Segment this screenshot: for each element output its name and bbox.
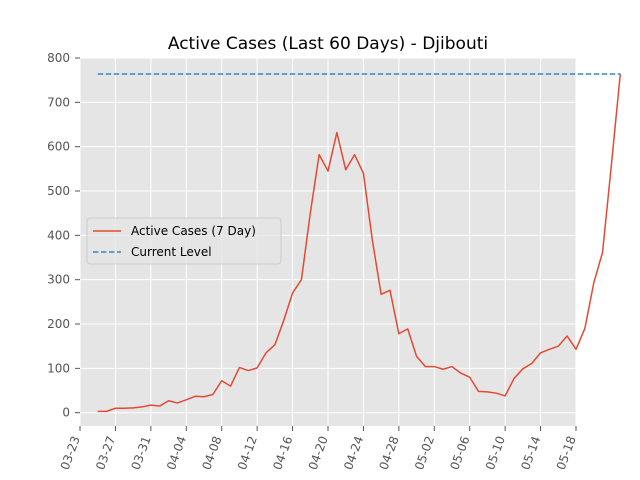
x-tick-label: 04-20	[306, 434, 331, 472]
y-tick-label: 500	[47, 184, 70, 198]
x-tick-label: 03-31	[129, 434, 154, 472]
x-tick-label: 03-23	[58, 434, 83, 472]
y-tick-label: 600	[47, 140, 70, 154]
x-tick-label: 05-14	[518, 434, 543, 472]
x-tick-label: 05-10	[483, 434, 508, 472]
x-tick-label: 04-28	[377, 434, 402, 472]
y-tick-label: 700	[47, 95, 70, 109]
x-tick-label: 04-16	[270, 434, 295, 472]
x-tick-label: 04-24	[341, 434, 366, 472]
y-tick-label: 200	[47, 317, 70, 331]
y-tick-label: 100	[47, 361, 70, 375]
chart-title: Active Cases (Last 60 Days) - Djibouti	[168, 34, 488, 54]
y-tick-label: 800	[47, 51, 70, 65]
x-tick-label: 05-02	[412, 434, 437, 472]
x-tick-label: 05-06	[447, 434, 472, 472]
x-tick-label: 04-12	[235, 434, 260, 472]
x-tick-label: 03-27	[93, 434, 118, 472]
x-tick-label: 05-18	[554, 434, 579, 472]
series-line	[97, 73, 622, 413]
legend: Active Cases (7 Day) Current Level	[86, 217, 282, 265]
legend-label: Active Cases (7 Day)	[131, 224, 256, 238]
y-tick-label: 0	[62, 406, 70, 420]
y-axis: 0 100 200 300 400 500 600 700 800	[47, 51, 80, 420]
legend-box	[86, 217, 282, 265]
y-tick-label: 400	[47, 228, 70, 242]
y-tick-label: 300	[47, 273, 70, 287]
series-lines	[97, 73, 622, 413]
x-tick-label: 04-04	[164, 434, 189, 472]
x-tick-label: 04-08	[199, 434, 224, 472]
x-axis: 03-23 03-27 03-31 04-04 04-08 04-12 04-16 04-20…	[58, 426, 579, 472]
legend-label: Current Level	[131, 245, 212, 259]
